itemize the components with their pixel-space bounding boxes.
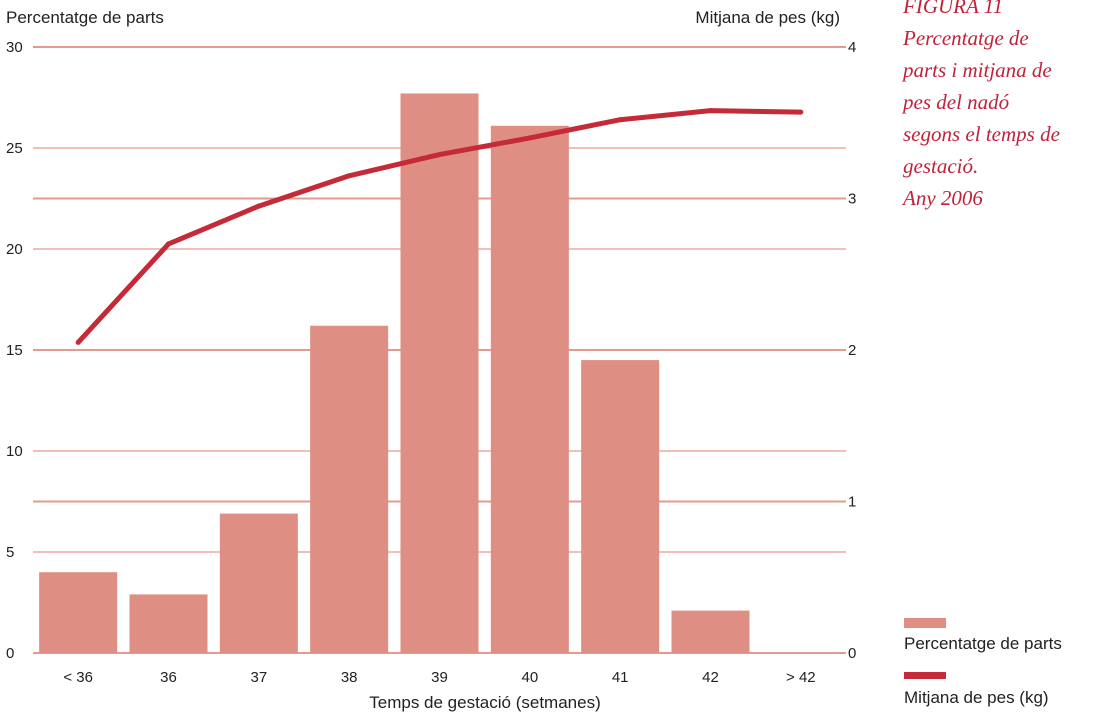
- y-axis-left-ticks: 0 5 10 15 20 25 30: [6, 39, 23, 662]
- x-axis-label: Temps de gestació (setmanes): [369, 693, 601, 712]
- x-tick-label: 40: [521, 669, 538, 686]
- x-axis-ticks: < 36 36 37 38 39 40 41 42 > 42: [63, 669, 815, 686]
- line-point: [708, 108, 713, 114]
- y-tick-left: 0: [6, 645, 14, 662]
- caption-line: Any 2006: [903, 186, 983, 210]
- x-tick-label: 38: [341, 669, 358, 686]
- bar: [129, 594, 208, 653]
- y-tick-left: 25: [6, 140, 23, 157]
- y-tick-right: 2: [848, 342, 856, 359]
- bar: [490, 125, 569, 653]
- x-tick-label: > 42: [786, 669, 816, 686]
- y-tick-left: 5: [6, 544, 14, 561]
- y-tick-right: 0: [848, 645, 856, 662]
- line-point: [798, 109, 804, 115]
- bar: [581, 360, 660, 653]
- legend-swatch-bar: [904, 618, 946, 628]
- bar: [310, 325, 389, 653]
- line-point: [527, 135, 533, 141]
- legend-label-bar: Percentatge de parts: [904, 634, 1062, 653]
- x-tick-label: < 36: [63, 669, 93, 686]
- x-tick-label: 39: [431, 669, 448, 686]
- y-tick-right: 4: [848, 39, 856, 56]
- y-axis-right-label: Mitjana de pes (kg): [695, 8, 840, 27]
- caption-line: FIGURA 11: [903, 0, 1004, 18]
- bar: [39, 572, 118, 653]
- bar: [400, 93, 479, 653]
- legend-swatch-line: [904, 672, 946, 679]
- x-tick-label: 41: [612, 669, 629, 686]
- y-tick-right: 3: [848, 191, 856, 208]
- y-axis-right-ticks: 0 1 2 3 4: [848, 39, 856, 662]
- y-axis-left-label: Percentatge de parts: [6, 8, 164, 27]
- line-point: [166, 241, 171, 247]
- legend-label-line: Mitjana de pes (kg): [904, 688, 1049, 707]
- bars-series: [39, 93, 750, 653]
- figure-caption: FIGURA 11 Percentatge de parts i mitjana…: [903, 0, 1093, 214]
- x-tick-label: 36: [160, 669, 177, 686]
- caption-line: pes del nadó: [903, 90, 1010, 114]
- bar: [671, 610, 750, 653]
- y-tick-left: 30: [6, 39, 23, 56]
- x-tick-label: 42: [702, 669, 719, 686]
- caption-line: parts i mitjana de: [903, 58, 1052, 82]
- line-point: [617, 117, 623, 123]
- line-point: [75, 339, 81, 345]
- y-tick-left: 15: [6, 342, 23, 359]
- y-tick-left: 20: [6, 241, 23, 258]
- line-point: [437, 152, 442, 158]
- line-series: [75, 108, 804, 345]
- y-tick-right: 1: [848, 494, 856, 511]
- bar: [219, 513, 298, 653]
- caption-line: segons el temps de: [903, 122, 1060, 146]
- caption-line: Percentatge de: [903, 26, 1029, 50]
- line-point: [346, 173, 352, 179]
- x-tick-label: 37: [250, 669, 267, 686]
- y-tick-left: 10: [6, 443, 23, 460]
- line-point: [256, 203, 262, 209]
- legend: Percentatge de parts Mitjana de pes (kg): [904, 618, 1062, 708]
- caption-line: gestació.: [903, 154, 979, 178]
